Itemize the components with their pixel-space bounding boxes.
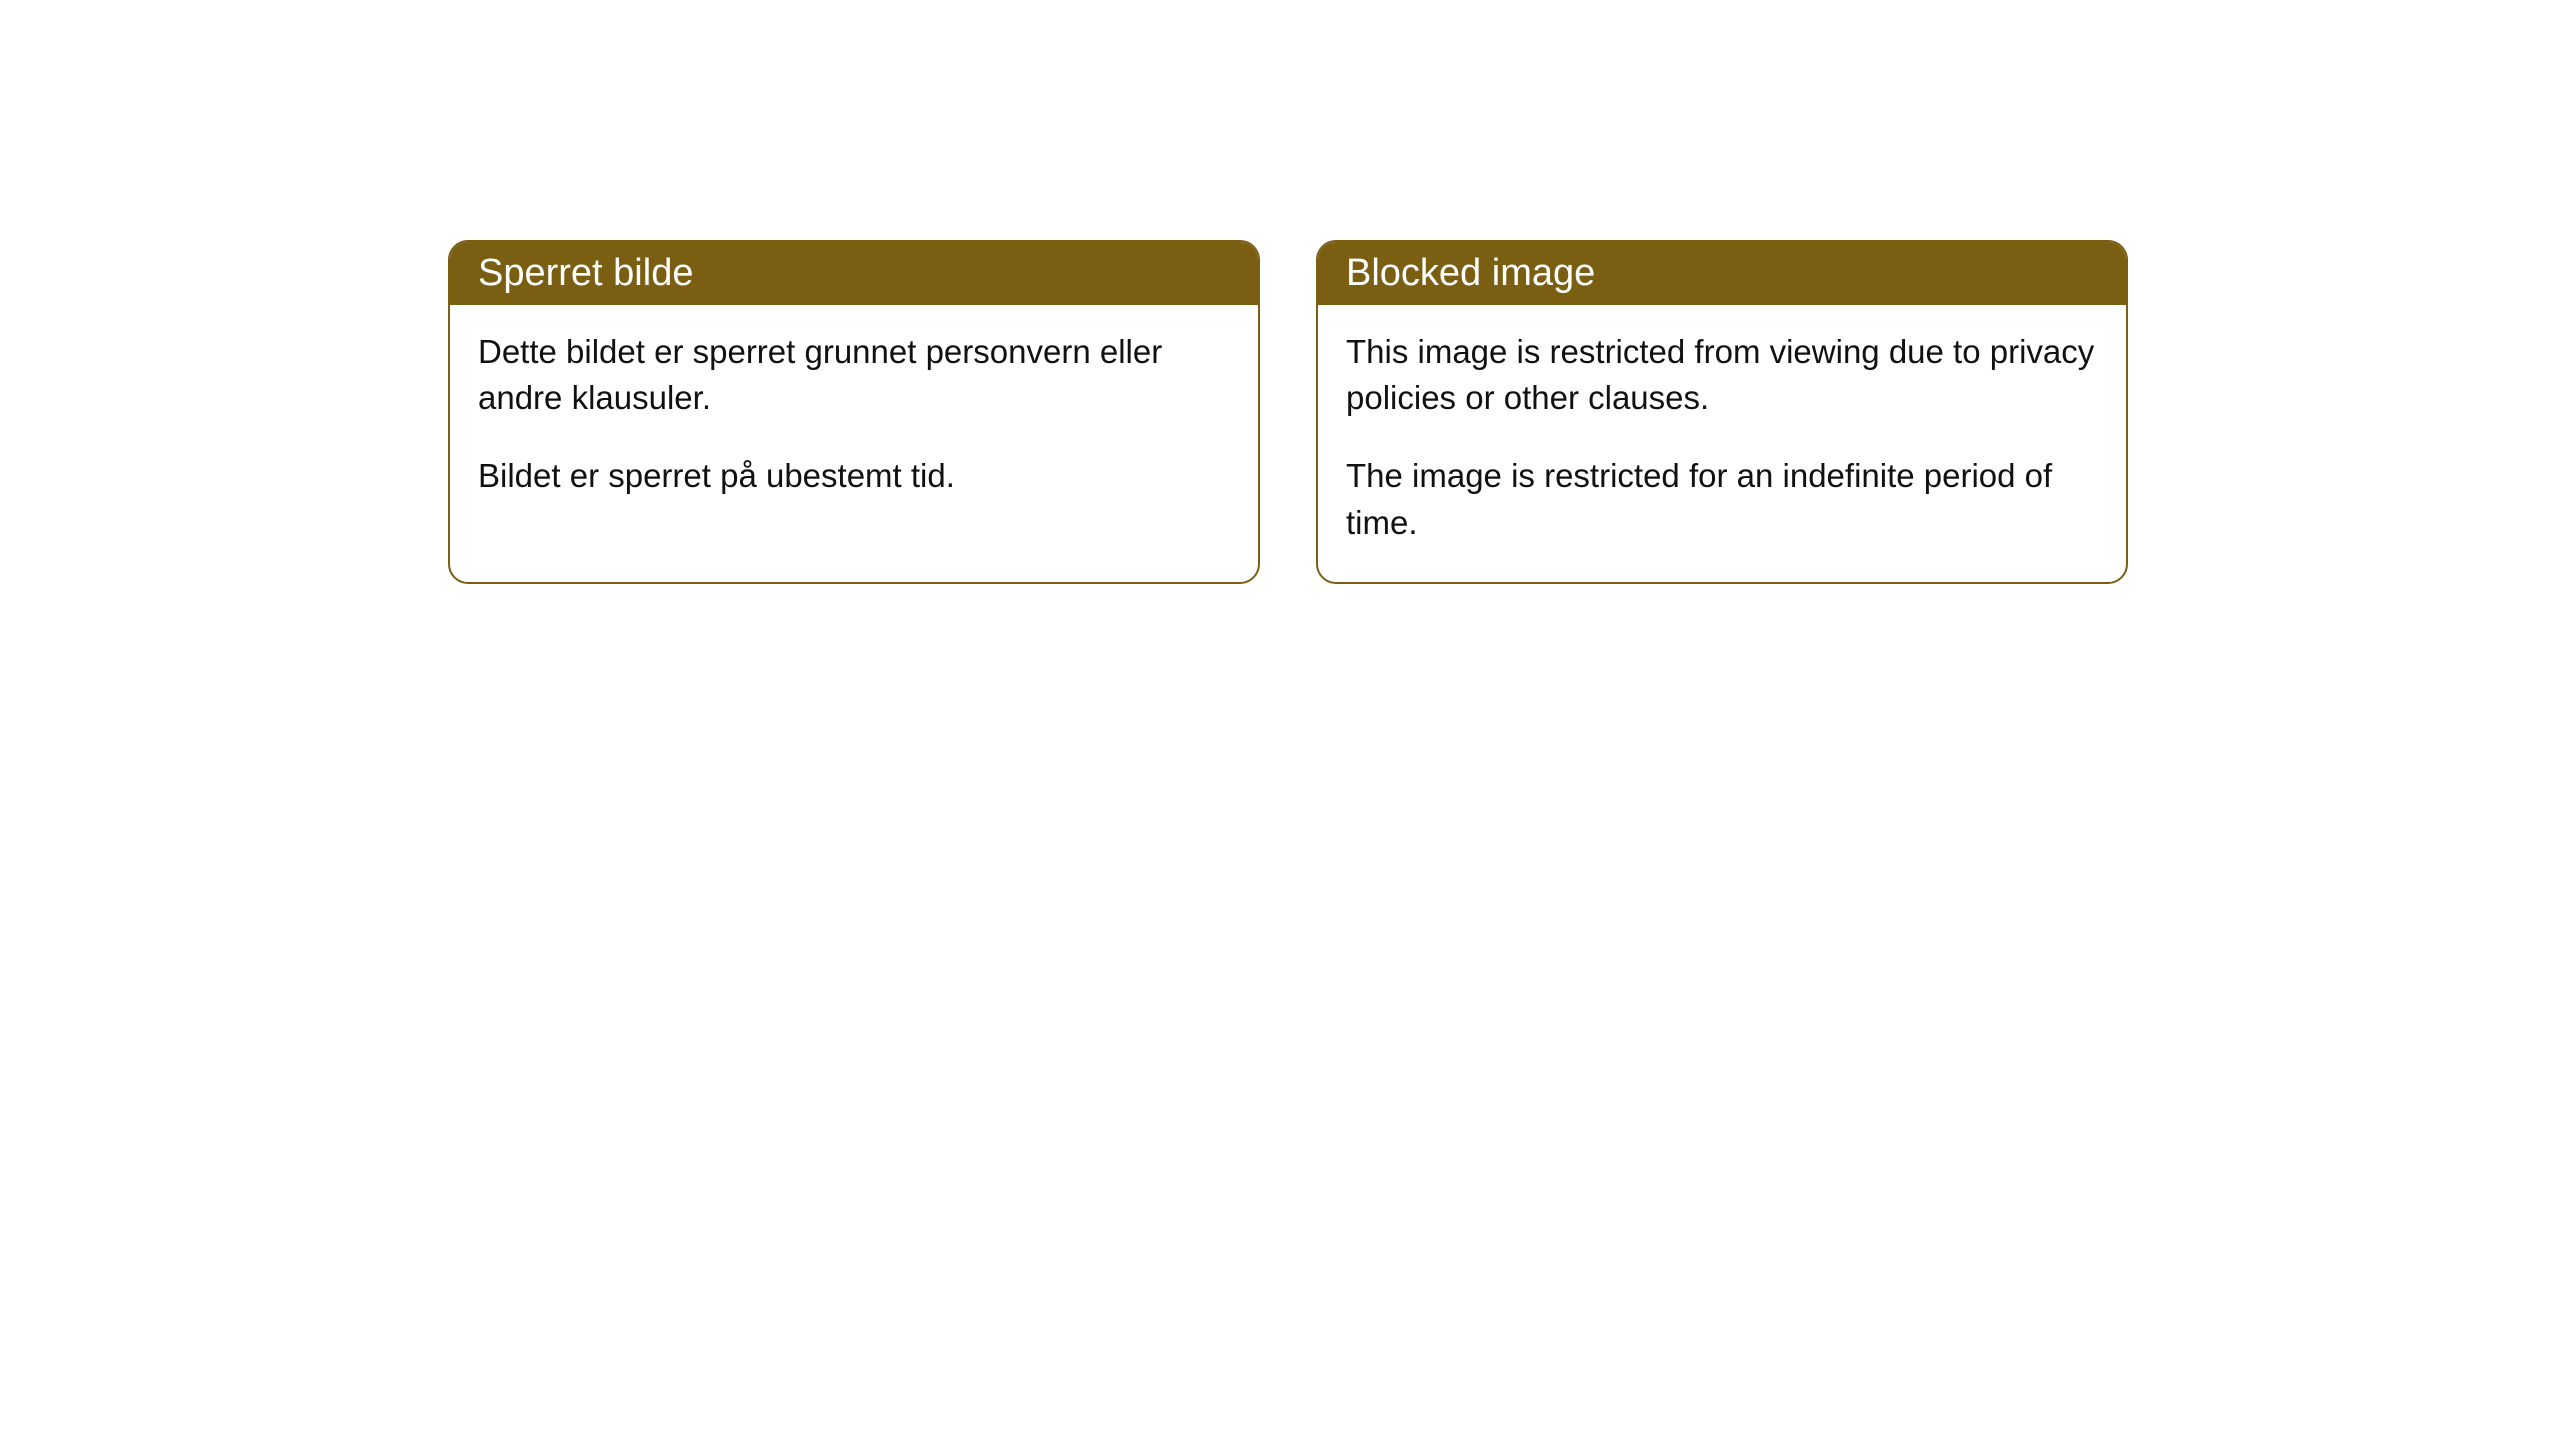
- notice-card-norwegian: Sperret bilde Dette bildet er sperret gr…: [448, 240, 1260, 584]
- notice-paragraph: Bildet er sperret på ubestemt tid.: [478, 453, 1230, 499]
- notice-container: Sperret bilde Dette bildet er sperret gr…: [448, 240, 2128, 584]
- notice-paragraph: Dette bildet er sperret grunnet personve…: [478, 329, 1230, 421]
- notice-title: Sperret bilde: [478, 252, 693, 294]
- notice-body: Dette bildet er sperret grunnet personve…: [450, 305, 1258, 536]
- notice-header: Blocked image: [1318, 242, 2126, 305]
- notice-paragraph: The image is restricted for an indefinit…: [1346, 453, 2098, 545]
- notice-paragraph: This image is restricted from viewing du…: [1346, 329, 2098, 421]
- notice-body: This image is restricted from viewing du…: [1318, 305, 2126, 582]
- notice-card-english: Blocked image This image is restricted f…: [1316, 240, 2128, 584]
- notice-title: Blocked image: [1346, 252, 1595, 294]
- notice-header: Sperret bilde: [450, 242, 1258, 305]
